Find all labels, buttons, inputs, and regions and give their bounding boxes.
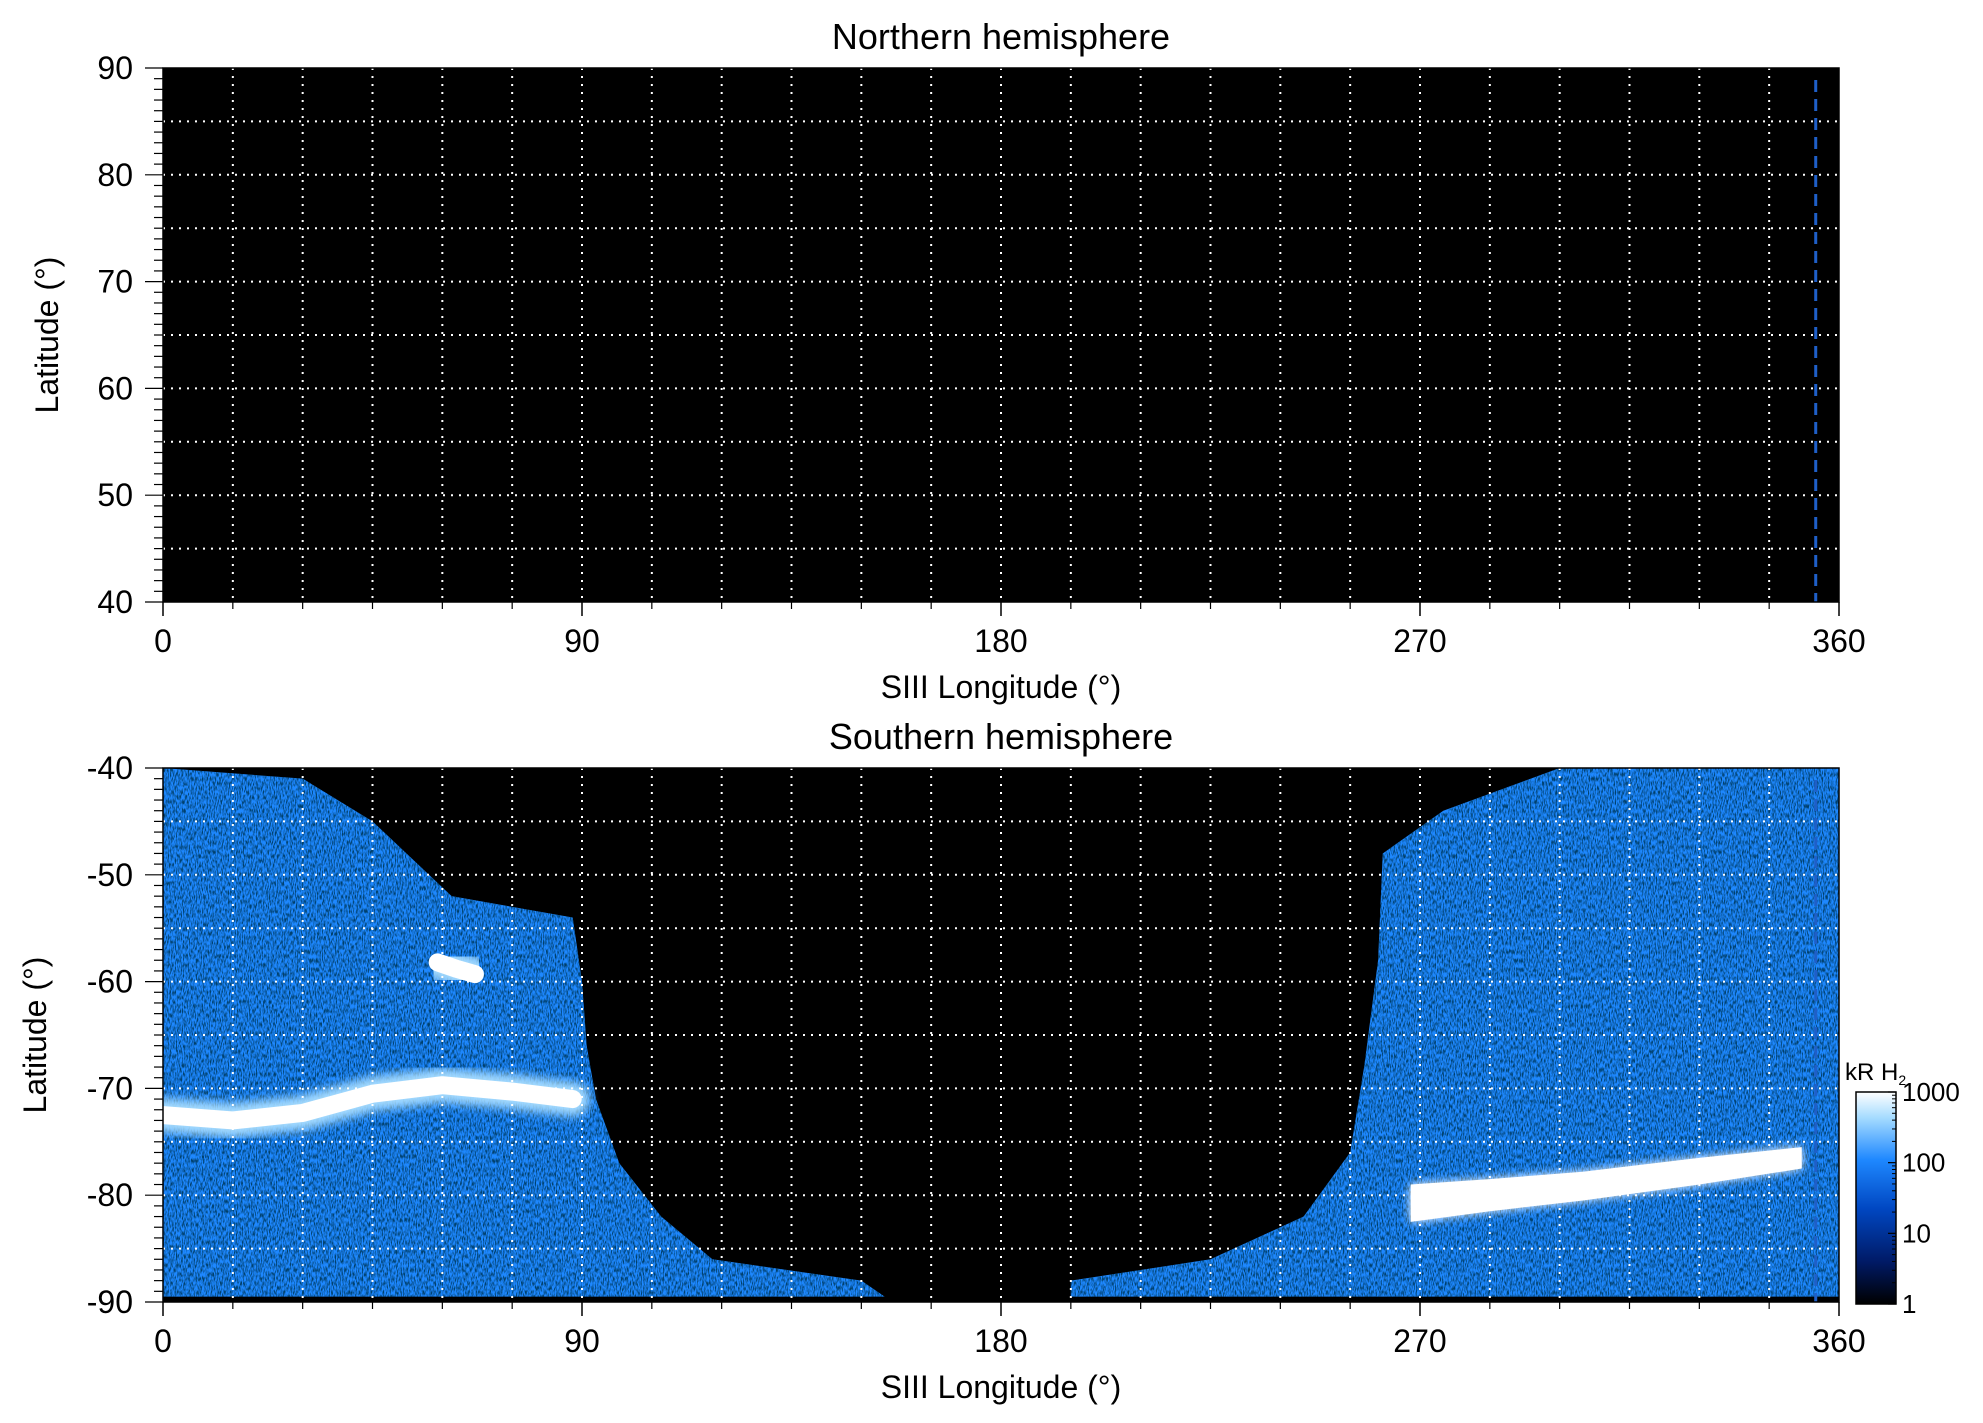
south-y-tick-label: -50 [87,857,133,893]
south-x-tick-label: 90 [564,1323,600,1359]
south-title: Southern hemisphere [829,716,1173,757]
north-x-tick-label: 360 [1812,623,1865,659]
colorbar-tick-label: 100 [1902,1148,1945,1178]
north-x-tick-label: 90 [564,623,600,659]
south-y-tick-label: -40 [87,750,133,786]
north-x-tick-label: 180 [974,623,1027,659]
south-y-tick-label: -70 [87,1070,133,1106]
colorbar-tick-label: 10 [1902,1218,1931,1248]
southern-panel: Southern hemisphere 0 90 180 270 360 -40 -50 -6… [17,716,1866,1405]
colorbar-tick-label: 1 [1902,1289,1916,1319]
colorbar-label-subscript: 2 [1898,1072,1906,1088]
south-emission-bright-spot [428,953,484,984]
north-x-axis-label: SIII Longitude (°) [881,669,1121,705]
colorbar: kR H2 1 10 100 1000 [1845,1059,1960,1319]
south-emission-main-oval-east-glow [1410,1147,1802,1222]
south-x-tick-label: 360 [1812,1323,1865,1359]
northern-panel: Northern hemisphere 0 90 180 270 360 40 50 60 70… [29,16,1866,705]
north-x-tick-label: 0 [154,623,172,659]
north-x-tick-label: 270 [1393,623,1446,659]
north-y-tick-label: 70 [97,264,133,300]
north-y-tick-label: 50 [97,477,133,513]
south-x-tick-label: 270 [1393,1323,1446,1359]
south-x-tick-label: 0 [154,1323,172,1359]
south-y-tick-label: -80 [87,1177,133,1213]
colorbar-gradient [1855,1091,1897,1305]
south-x-tick-label: 180 [974,1323,1027,1359]
south-axes: 0 90 180 270 360 -40 -50 -60 -70 -80 -90 [87,750,1866,1359]
south-y-tick-label: -60 [87,964,133,1000]
south-grid [163,768,1839,1302]
north-title: Northern hemisphere [832,16,1170,57]
colorbar-ticks: 1 10 100 1000 [1888,1077,1960,1319]
north-grid [163,68,1839,602]
north-axes: 0 90 180 270 360 40 50 60 70 80 90 [97,50,1865,659]
south-emission-west-coverage-texture [163,768,885,1297]
north-y-tick-label: 60 [97,370,133,406]
north-y-axis-label: Latitude (°) [29,257,65,414]
north-y-tick-label: 40 [97,584,133,620]
south-y-tick-label: -90 [87,1284,133,1320]
north-y-tick-label: 90 [97,50,133,86]
colorbar-label-main: kR H [1845,1059,1898,1086]
colorbar-tick-label: 1000 [1902,1077,1960,1107]
colorbar-label: kR H2 [1845,1059,1906,1088]
south-emission-layer [163,768,1839,1297]
south-x-axis-label: SIII Longitude (°) [881,1369,1121,1405]
north-y-tick-label: 80 [97,157,133,193]
south-y-axis-label: Latitude (°) [17,957,53,1114]
